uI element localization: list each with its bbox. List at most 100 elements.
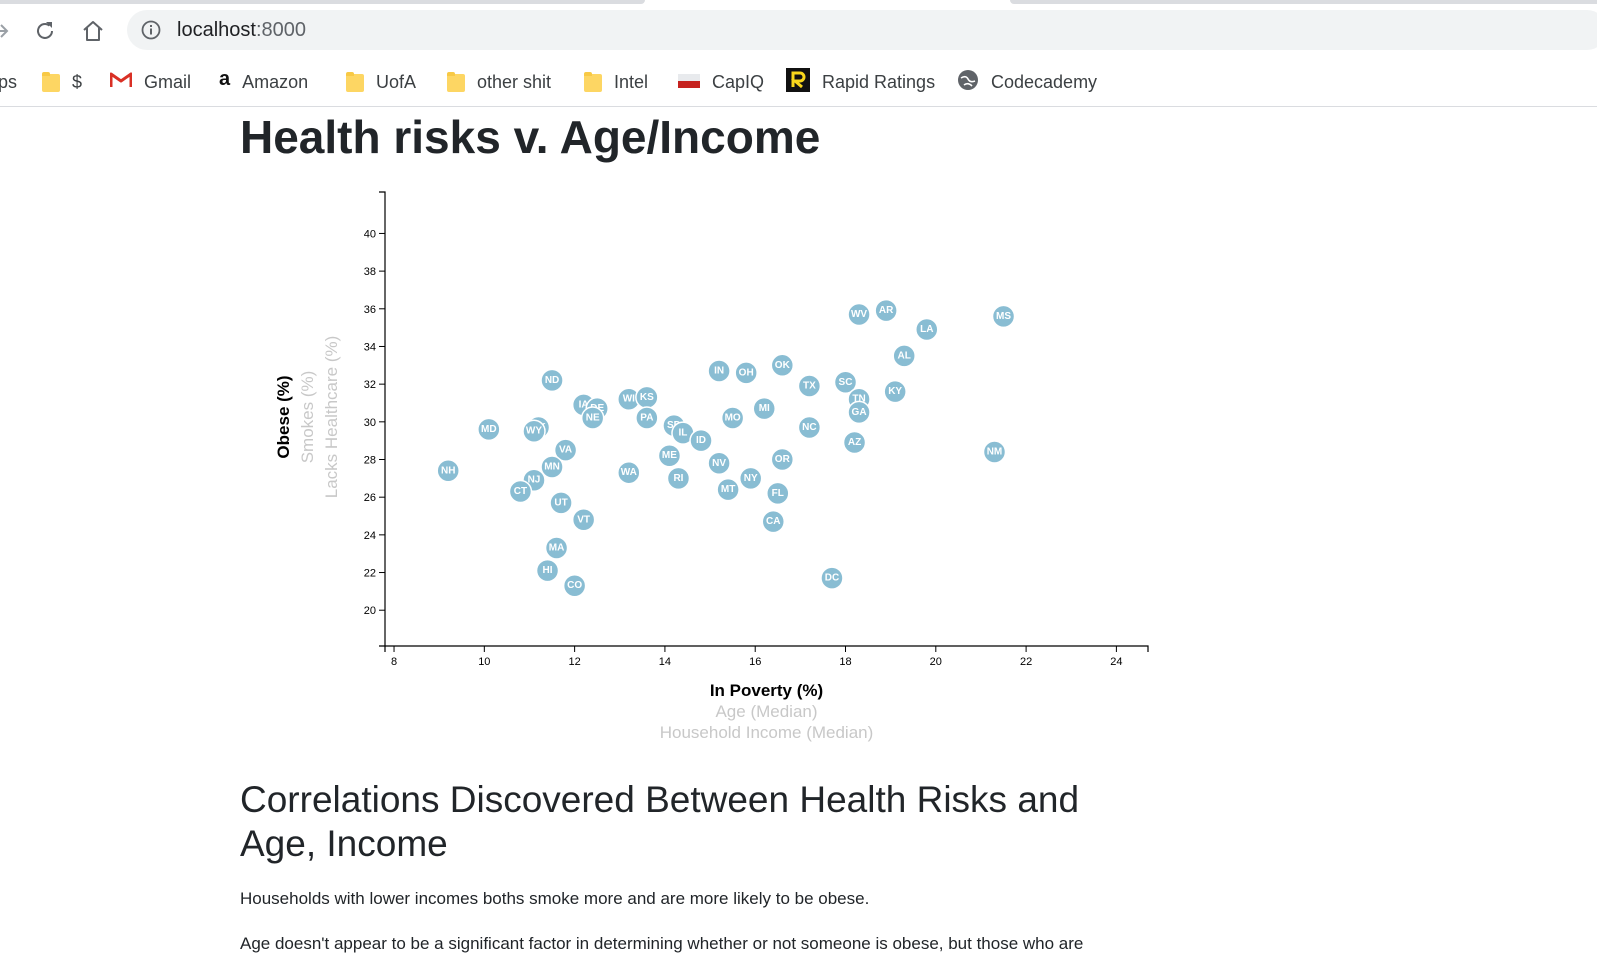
- site-info-icon[interactable]: [141, 20, 161, 45]
- state-circle[interactable]: [847, 302, 871, 327]
- y-axis-label-option[interactable]: Obese (%): [274, 375, 293, 458]
- state-circle[interactable]: [982, 440, 1007, 464]
- state-circle[interactable]: [820, 566, 844, 590]
- state-point-sc[interactable]: SC: [833, 370, 858, 395]
- state-circle[interactable]: [544, 536, 569, 560]
- state-point-fl[interactable]: FL: [766, 481, 790, 506]
- state-circle[interactable]: [847, 400, 871, 425]
- state-circle[interactable]: [707, 359, 731, 383]
- state-circle[interactable]: [540, 368, 564, 393]
- state-circle[interactable]: [883, 379, 907, 404]
- bookmark-intel[interactable]: Intel: [584, 58, 648, 106]
- bookmark-uofa[interactable]: UofA: [346, 58, 416, 106]
- state-point-vt[interactable]: VT: [571, 508, 596, 532]
- state-point-mn[interactable]: MN: [540, 455, 564, 479]
- state-circle[interactable]: [761, 509, 786, 534]
- state-point-nm[interactable]: NM: [982, 440, 1007, 464]
- x-axis-label-option[interactable]: Age (Median): [715, 702, 817, 721]
- tab-right[interactable]: [1010, 0, 1597, 4]
- state-circle[interactable]: [734, 361, 758, 385]
- state-point-wy[interactable]: WY: [522, 419, 546, 443]
- url-text[interactable]: localhost:8000: [177, 19, 306, 41]
- state-point-nc[interactable]: NC: [797, 415, 822, 440]
- state-point-mi[interactable]: MI: [752, 396, 776, 421]
- state-circle[interactable]: [657, 443, 682, 468]
- state-point-nh[interactable]: NH: [436, 459, 460, 483]
- state-point-ga[interactable]: GA: [847, 400, 871, 425]
- state-circle[interactable]: [617, 460, 641, 485]
- state-point-co[interactable]: CO: [562, 573, 587, 598]
- state-point-pa[interactable]: PA: [635, 406, 659, 430]
- state-point-id[interactable]: ID: [689, 428, 713, 453]
- state-point-mo[interactable]: MO: [720, 406, 745, 430]
- bookmark-gmail[interactable]: Gmail: [109, 58, 191, 106]
- state-circle[interactable]: [571, 508, 596, 532]
- state-circle[interactable]: [553, 438, 578, 462]
- state-point-ct[interactable]: CT: [508, 479, 533, 504]
- bookmark-capiq[interactable]: CapIQ: [678, 58, 764, 106]
- state-circle[interactable]: [874, 298, 898, 323]
- state-point-tx[interactable]: TX: [797, 374, 822, 398]
- state-point-va[interactable]: VA: [553, 438, 578, 462]
- x-axis-label-option[interactable]: Household Income (Median): [660, 723, 874, 742]
- state-circle[interactable]: [562, 573, 587, 598]
- state-point-nv[interactable]: NV: [707, 451, 731, 476]
- state-circle[interactable]: [580, 406, 605, 430]
- state-point-me[interactable]: ME: [657, 443, 682, 468]
- state-point-oh[interactable]: OH: [734, 361, 758, 385]
- state-circle[interactable]: [707, 451, 731, 476]
- state-point-hi[interactable]: HI: [535, 558, 560, 583]
- state-circle[interactable]: [716, 477, 740, 502]
- state-point-ky[interactable]: KY: [883, 379, 907, 404]
- state-point-ms[interactable]: MS: [991, 304, 1016, 329]
- bookmark-amazon[interactable]: a Amazon: [219, 67, 309, 92]
- state-circle[interactable]: [797, 374, 822, 398]
- state-circle[interactable]: [720, 406, 745, 430]
- state-circle[interactable]: [766, 481, 790, 506]
- state-circle[interactable]: [535, 558, 560, 583]
- state-point-dc[interactable]: DC: [820, 566, 844, 590]
- state-point-ma[interactable]: MA: [544, 536, 569, 560]
- state-circle[interactable]: [892, 344, 916, 368]
- state-point-wv[interactable]: WV: [847, 302, 871, 327]
- state-circle[interactable]: [770, 353, 795, 378]
- state-circle[interactable]: [522, 419, 546, 443]
- state-point-ut[interactable]: UT: [549, 491, 573, 515]
- state-point-ks[interactable]: KS: [635, 385, 659, 410]
- state-circle[interactable]: [797, 415, 822, 440]
- state-circle[interactable]: [915, 317, 939, 342]
- state-point-mt[interactable]: MT: [716, 477, 740, 502]
- state-circle[interactable]: [833, 370, 858, 395]
- state-point-al[interactable]: AL: [892, 344, 916, 368]
- bookmark-rapid-ratings[interactable]: Rapid Ratings: [786, 58, 935, 106]
- bookmark-dollar[interactable]: $: [42, 58, 82, 106]
- state-circle[interactable]: [738, 466, 763, 491]
- state-point-ri[interactable]: RI: [666, 466, 691, 491]
- state-circle[interactable]: [436, 459, 460, 483]
- state-point-in[interactable]: IN: [707, 359, 731, 383]
- bookmark-other-shit[interactable]: other shit: [447, 58, 551, 106]
- state-circle[interactable]: [477, 417, 501, 442]
- state-point-md[interactable]: MD: [477, 417, 501, 442]
- x-axis-label-option[interactable]: In Poverty (%): [710, 681, 823, 700]
- state-point-or[interactable]: OR: [770, 447, 795, 472]
- state-point-az[interactable]: AZ: [842, 430, 867, 455]
- y-axis-label-option[interactable]: Lacks Healthcare (%): [322, 336, 341, 499]
- state-circle[interactable]: [549, 491, 573, 515]
- state-circle[interactable]: [689, 428, 713, 453]
- state-circle[interactable]: [508, 479, 533, 504]
- state-point-ne[interactable]: NE: [580, 406, 605, 430]
- bookmark-codecademy[interactable]: Codecademy: [957, 58, 1097, 106]
- forward-icon[interactable]: [0, 18, 14, 44]
- state-circle[interactable]: [842, 430, 867, 455]
- state-point-la[interactable]: LA: [915, 317, 939, 342]
- bookmark-partial[interactable]: ps: [0, 71, 18, 92]
- address-bar[interactable]: localhost:8000: [127, 10, 1597, 50]
- state-point-nd[interactable]: ND: [540, 368, 564, 393]
- state-circle[interactable]: [991, 304, 1016, 329]
- home-icon[interactable]: [80, 18, 106, 44]
- state-point-ca[interactable]: CA: [761, 509, 786, 534]
- state-point-wa[interactable]: WA: [617, 460, 641, 485]
- state-point-ny[interactable]: NY: [738, 466, 763, 491]
- state-point-ar[interactable]: AR: [874, 298, 898, 323]
